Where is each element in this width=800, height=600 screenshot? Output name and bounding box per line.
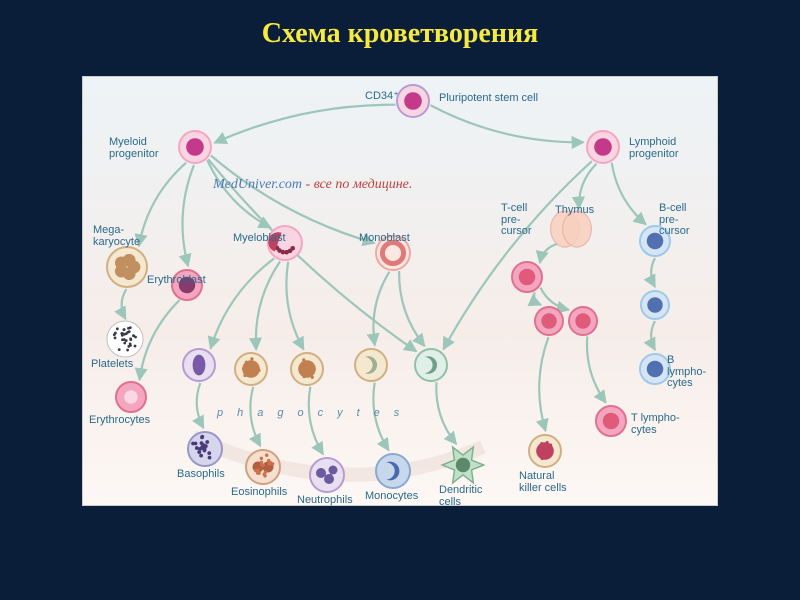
cell-label-monoblast: Monoblast [359,233,410,245]
cell-marker-stem: CD34⁺ [365,91,399,103]
cell-node [107,321,143,357]
cell-node [235,353,267,385]
page-title: Схема кроветворения [0,0,800,60]
cell-node [107,247,147,287]
watermark: MedUniver.com - все по медицине. [213,177,412,193]
cell-label-erythrocyte: Erythrocytes [89,415,150,427]
cell-label-monocyte: Monocytes [365,491,418,503]
cell-node [397,85,429,117]
phagocytes-label: phagocytes [217,407,413,419]
cell-node [512,262,542,292]
cell-label-megakaryo: Mega-karyocyte [93,225,140,248]
watermark-site: MedUniver.com [213,177,302,192]
hematopoiesis-diagram: MedUniver.com - все по медицине. phagocy… [82,76,718,506]
cell-label-bcell_pre: B-cellpre-cursor [659,203,690,238]
cell-node [376,454,410,488]
cell-label-t_lymph: T lympho-cytes [631,413,680,436]
cell-node [640,354,670,384]
cell-label-tcell_pre: T-cellpre-cursor [501,203,532,238]
cell-node [246,450,280,484]
cell-label-dendritic: Dendriticcells [439,485,482,508]
cell-label-thymus: Thymus [555,205,594,217]
cell-node [641,291,669,319]
cell-node [415,349,447,381]
watermark-suffix: - все по медицине. [302,177,412,192]
cell-node [188,432,222,466]
cell-label-lymphoid_p: Lymphoidprogenitor [629,137,679,160]
cell-node [587,131,619,163]
cell-label-stem: Pluripotent stem cell [439,93,538,105]
cell-node [310,458,344,492]
cell-label-eosinophil: Eosinophils [231,487,287,499]
cell-label-platelets: Platelets [91,359,133,371]
cell-node [569,307,597,335]
cell-node [179,131,211,163]
cell-node [291,353,323,385]
cell-label-erythroblast: Erythroblast [147,275,206,287]
cell-label-myeloblast: Myeloblast [233,233,286,245]
cell-node [183,349,215,381]
diagram-svg [83,77,719,507]
cell-node [529,435,561,467]
cell-node [535,307,563,335]
cell-node [355,349,387,381]
cell-label-nk: Naturalkiller cells [519,471,567,494]
cell-label-neutrophil: Neutrophils [297,495,353,507]
cell-label-basophil: Basophils [177,469,225,481]
cell-label-myeloid_p: Myeloidprogenitor [109,137,159,160]
cell-label-b_lymph: Blympho-cytes [667,355,706,390]
cell-node [596,406,626,436]
cell-node [116,382,146,412]
